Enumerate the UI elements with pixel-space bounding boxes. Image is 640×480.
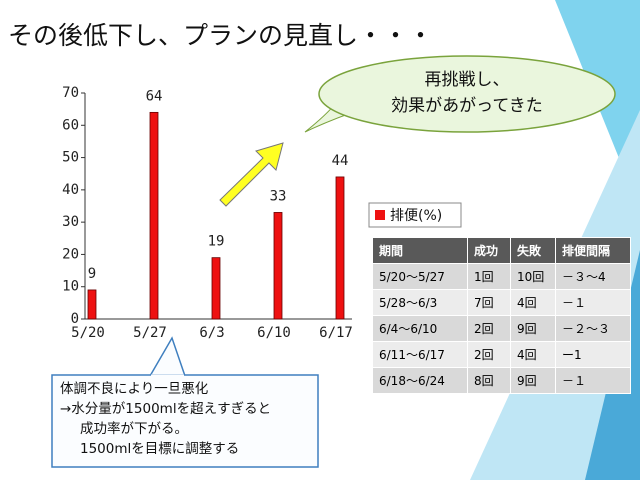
callout <box>318 55 616 133</box>
table-cell: 2回 <box>467 341 511 368</box>
column-header: 失敗 <box>510 237 556 264</box>
table-row: 6/4～6/10 2回 9回 －２～３ <box>372 315 631 342</box>
y-tick-label: 50 <box>62 150 79 166</box>
table: 期間 成功 失敗 排便間隔 5/20～5/27 1回 10回 －３～4 5/28～6/3 7回 4回… <box>372 237 631 394</box>
y-tick-label: 30 <box>62 214 79 230</box>
value-label: 64 <box>146 88 163 104</box>
column-header: 期間 <box>372 237 468 264</box>
x-tick-label: 6/3 <box>199 325 224 341</box>
table-cell: 5/20～5/27 <box>372 263 468 290</box>
bar <box>149 111 159 320</box>
value-label: 9 <box>88 266 96 282</box>
table-cell: 9回 <box>510 367 556 394</box>
table-row: 5/20～5/27 1回 10回 －３～4 <box>372 263 631 290</box>
bar <box>87 289 97 320</box>
line: 成功率が下がる。 <box>80 421 188 437</box>
bar <box>273 212 283 320</box>
callout-text: 体調不良により一旦悪化 →水分量が1500mlを超えすぎると 成功率が下がる。 … <box>52 375 314 465</box>
slide-title: その後低下し、プランの見直し・・・ <box>8 21 433 50</box>
table-cell: －２～３ <box>555 315 631 342</box>
header-row: 期間 成功 失敗 排便間隔 <box>372 237 631 264</box>
table-cell: 10回 <box>510 263 556 290</box>
table-cell: 6/11～6/17 <box>372 341 468 368</box>
column-header: 排便間隔 <box>555 237 631 264</box>
legend-swatch <box>375 210 385 220</box>
table-cell: 5/28～6/3 <box>372 289 468 316</box>
table-cell: 6/18～6/24 <box>372 367 468 394</box>
y-tick-label: 0 <box>71 311 79 327</box>
y-tick-label: 20 <box>62 246 79 262</box>
arrow <box>219 142 284 207</box>
bar <box>211 257 221 320</box>
table-cell: 4回 <box>510 341 556 368</box>
y-tick-label: 60 <box>62 117 79 133</box>
callout-text: 再挑戦し、 <box>425 70 510 90</box>
legend-label: 排便(%) <box>390 208 442 224</box>
x-tick-label: 6/17 <box>319 325 353 341</box>
table-cell: 2回 <box>467 315 511 342</box>
bar <box>335 176 345 320</box>
callout-box <box>51 374 319 468</box>
table-cell: 8回 <box>467 367 511 394</box>
table-cell: 7回 <box>467 289 511 316</box>
value-label: 33 <box>270 188 287 204</box>
table-row: 6/18～6/24 8回 9回 －１ <box>372 367 631 394</box>
line: 1500mlを目標に調整する <box>80 441 240 457</box>
table-row: 6/11～6/17 2回 4回 ー1 <box>372 341 631 368</box>
table-cell: －１ <box>555 289 631 316</box>
table-row: 5/28～6/3 7回 4回 －１ <box>372 289 631 316</box>
x-tick-label: 6/10 <box>257 325 291 341</box>
table-cell: ー1 <box>555 341 631 368</box>
table-cell: 9回 <box>510 315 556 342</box>
callout-text: 効果があがってきた <box>391 96 543 116</box>
x-tick-label: 5/20 <box>71 325 105 341</box>
table-cell: 1回 <box>467 263 511 290</box>
line: 体調不良により一旦悪化 <box>60 381 209 397</box>
table-cell: －３～4 <box>555 263 631 290</box>
column-header: 成功 <box>467 237 511 264</box>
table-cell: －１ <box>555 367 631 394</box>
value-label: 19 <box>208 234 225 250</box>
table-cell: 6/4～6/10 <box>372 315 468 342</box>
y-tick-label: 10 <box>62 279 79 295</box>
y-tick-label: 40 <box>62 182 79 198</box>
line: →水分量が1500mlを超えすぎると <box>60 401 272 417</box>
callout-tail <box>149 336 186 377</box>
value-label: 44 <box>332 153 349 169</box>
x-tick-label: 5/27 <box>133 325 167 341</box>
table-cell: 4回 <box>510 289 556 316</box>
y-tick-label: 70 <box>62 85 79 101</box>
